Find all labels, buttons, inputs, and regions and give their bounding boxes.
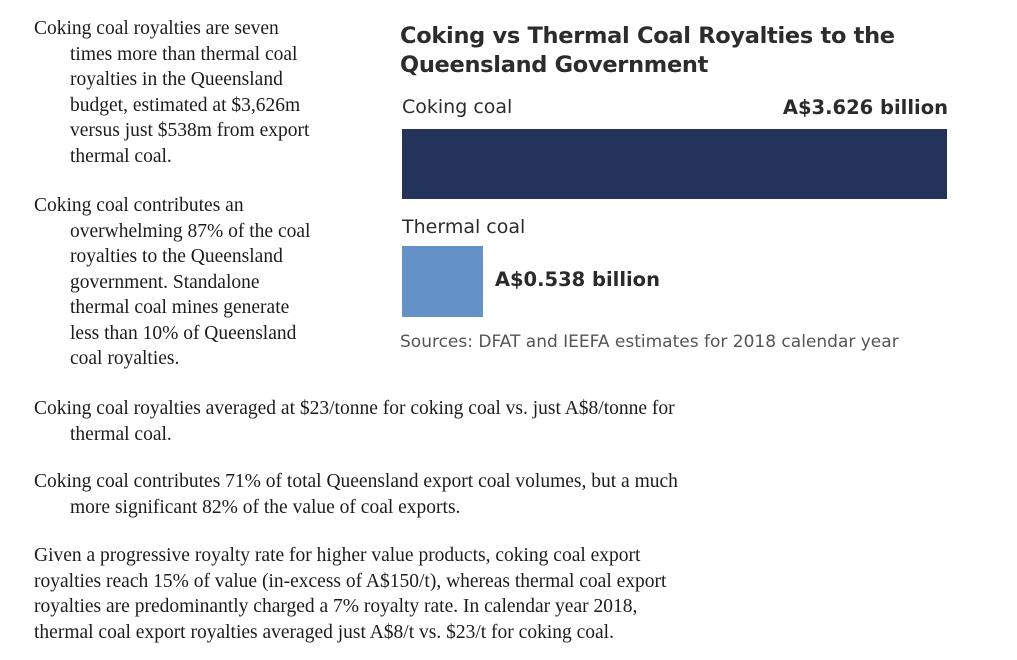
paragraph-export-volumes: Coking coal contributes 71% of total Que… — [34, 469, 678, 520]
paragraph-coking-seven-times: Coking coal royalties are seven times mo… — [34, 16, 309, 169]
text-line: thermal coal. — [70, 423, 172, 445]
text-line: thermal coal mines generate — [70, 297, 290, 318]
value-label-coking: A$3.626 billion — [782, 96, 948, 119]
text-line: government. Standalone — [70, 271, 260, 293]
text-line: overwhelming 87% of the coal — [70, 220, 311, 242]
paragraph-royalties-per-tonne: Coking coal royalties averaged at $23/to… — [34, 396, 675, 447]
text-line: royalties in the Queensland — [70, 69, 283, 90]
text-line: royalties are predominantly charged a 7%… — [34, 596, 638, 617]
paragraph-coking-87-percent: Coking coal contributes an overwhelming … — [34, 193, 310, 372]
bar-thermal-coal — [402, 246, 483, 317]
text-line: royalties to the Queensland — [70, 246, 283, 267]
category-label-thermal: Thermal coal — [402, 216, 526, 238]
text-line: thermal coal export royalties averaged j… — [34, 621, 614, 643]
text-line: budget, estimated at $3,626m — [70, 94, 301, 116]
category-label-coking: Coking coal — [402, 96, 513, 118]
chart-source-note: Sources: DFAT and IEEFA estimates for 20… — [400, 332, 899, 352]
chart-title-line: Queensland Government — [400, 52, 709, 78]
paragraph-progressive-royalty: Given a progressive royalty rate for hig… — [34, 543, 666, 645]
text-line: versus just $538m from export — [70, 120, 310, 141]
text-line: Given a progressive royalty rate for hig… — [34, 545, 641, 566]
bar-coking-coal — [402, 129, 947, 199]
text-line: Coking coal royalties are seven — [34, 18, 279, 39]
text-line: less than 10% of Queensland — [70, 322, 297, 344]
chart-title-line: Coking vs Thermal Coal Royalties to the — [400, 23, 895, 49]
text-line: royalties reach 15% of value (in-excess … — [34, 570, 667, 592]
chart-title: Coking vs Thermal Coal Royalties to the … — [400, 22, 895, 80]
text-line: Coking coal royalties averaged at $23/to… — [34, 398, 675, 419]
text-line: Coking coal contributes an — [34, 195, 244, 216]
text-line: thermal coal. — [70, 145, 172, 167]
text-line: times more than thermal coal — [70, 43, 298, 65]
value-label-thermal: A$0.538 billion — [494, 268, 660, 291]
text-line: coal royalties. — [70, 348, 180, 369]
text-line: Coking coal contributes 71% of total Que… — [34, 471, 678, 492]
text-line: more significant 82% of the value of coa… — [70, 496, 461, 518]
royalties-chart: Coking vs Thermal Coal Royalties to the … — [398, 18, 958, 368]
